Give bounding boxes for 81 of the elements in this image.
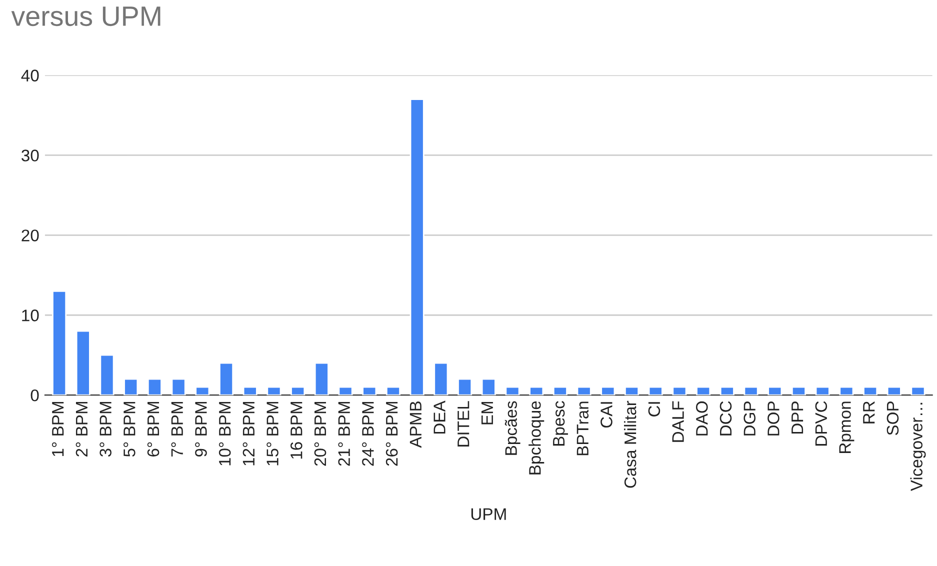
bar: [744, 386, 758, 396]
x-tick-label: Bpesc: [553, 401, 568, 446]
bar: [314, 362, 329, 396]
x-tick-label: 12° BPM: [242, 402, 254, 466]
x-tick-label: 9° BPM: [195, 402, 207, 457]
bar: [696, 386, 711, 396]
x-tick-label: CI: [648, 402, 660, 416]
x-tick-label: Rpmon: [839, 402, 854, 453]
x-tick-label: Bpcães: [504, 401, 520, 455]
bar: [410, 98, 424, 396]
bar: [481, 378, 496, 396]
x-tick-label: DCC: [720, 401, 732, 436]
x-tick-label: 15° BPM: [266, 402, 278, 466]
chart-title: versus UPM: [11, 6, 160, 26]
y-tick-label: 0: [30, 389, 39, 402]
bar: [386, 386, 400, 396]
bar: [219, 362, 234, 396]
x-tick-label: Bpchoque: [528, 401, 544, 474]
x-tick-label: DALF: [672, 401, 684, 442]
bar: [195, 386, 210, 396]
bar: [338, 386, 353, 396]
bar: [290, 386, 306, 396]
bar: [147, 378, 162, 396]
x-tick-label: DAO: [696, 401, 708, 436]
x-tick-label: 1° BPM: [52, 402, 64, 456]
x-tick-label: RR: [863, 401, 875, 424]
x-tick-label: CAI: [600, 402, 612, 428]
x-tick-label: Vicegover…: [910, 402, 926, 492]
x-tick-label: 6° BPM: [147, 402, 160, 456]
bar: [910, 386, 926, 396]
x-axis-title: UPM: [471, 508, 506, 520]
bar: [52, 290, 67, 396]
x-tick-label: DGP: [744, 402, 756, 436]
x-tick-label: 7° BPM: [171, 402, 183, 456]
x-tick-label: 21° BPM: [338, 402, 350, 466]
bar: [600, 386, 616, 396]
bar: [839, 386, 854, 396]
x-tick-label: BPTran: [576, 402, 589, 456]
x-tick-label: DPVC: [815, 401, 828, 446]
bar: [552, 386, 568, 396]
bar: [768, 386, 782, 396]
bar: [266, 386, 282, 396]
x-tick-label: DPP: [792, 402, 804, 434]
bar: [362, 386, 377, 396]
bar: [529, 386, 544, 396]
bar: [886, 386, 902, 396]
bar: [171, 378, 186, 396]
x-tick-label: DITEL: [458, 401, 470, 446]
bar: [76, 330, 90, 396]
x-tick-label: DEA: [434, 400, 446, 434]
x-tick-label: 5° BPM: [124, 402, 136, 457]
x-tick-label: 16 BPM: [290, 402, 302, 459]
bar: [815, 386, 830, 396]
x-tick-label: 24° BPM: [362, 402, 374, 466]
x-tick-label: EM: [481, 402, 493, 424]
x-tick-label: 20° BPM: [314, 402, 326, 466]
bar: [124, 378, 138, 396]
bar: [458, 378, 472, 396]
bar: [505, 386, 520, 396]
bar: [242, 386, 258, 396]
y-tick-label: 20: [22, 230, 39, 242]
bar: [576, 386, 592, 396]
bar: [624, 386, 640, 396]
x-tick-label: Casa Militar: [624, 400, 636, 488]
x-tick-label: SOP: [886, 402, 899, 436]
bar: [672, 386, 687, 396]
x-tick-label: APMB: [410, 402, 422, 448]
x-tick-label: 26° BPM: [386, 402, 398, 466]
y-tick-label: 10: [22, 310, 39, 322]
x-tick-label: 10° BPM: [218, 402, 231, 466]
x-tick-label: 2° BPM: [76, 402, 88, 456]
x-tick-label: 3° BPM: [100, 402, 112, 457]
bar: [434, 362, 448, 396]
y-tick-label: 30: [22, 150, 39, 162]
bar: [863, 386, 878, 396]
bar: [648, 386, 663, 396]
bar: [791, 386, 806, 396]
x-tick-label: DOP: [768, 402, 780, 436]
bar: [100, 354, 114, 396]
y-tick-label: 40: [21, 70, 39, 82]
bar: [720, 386, 734, 396]
